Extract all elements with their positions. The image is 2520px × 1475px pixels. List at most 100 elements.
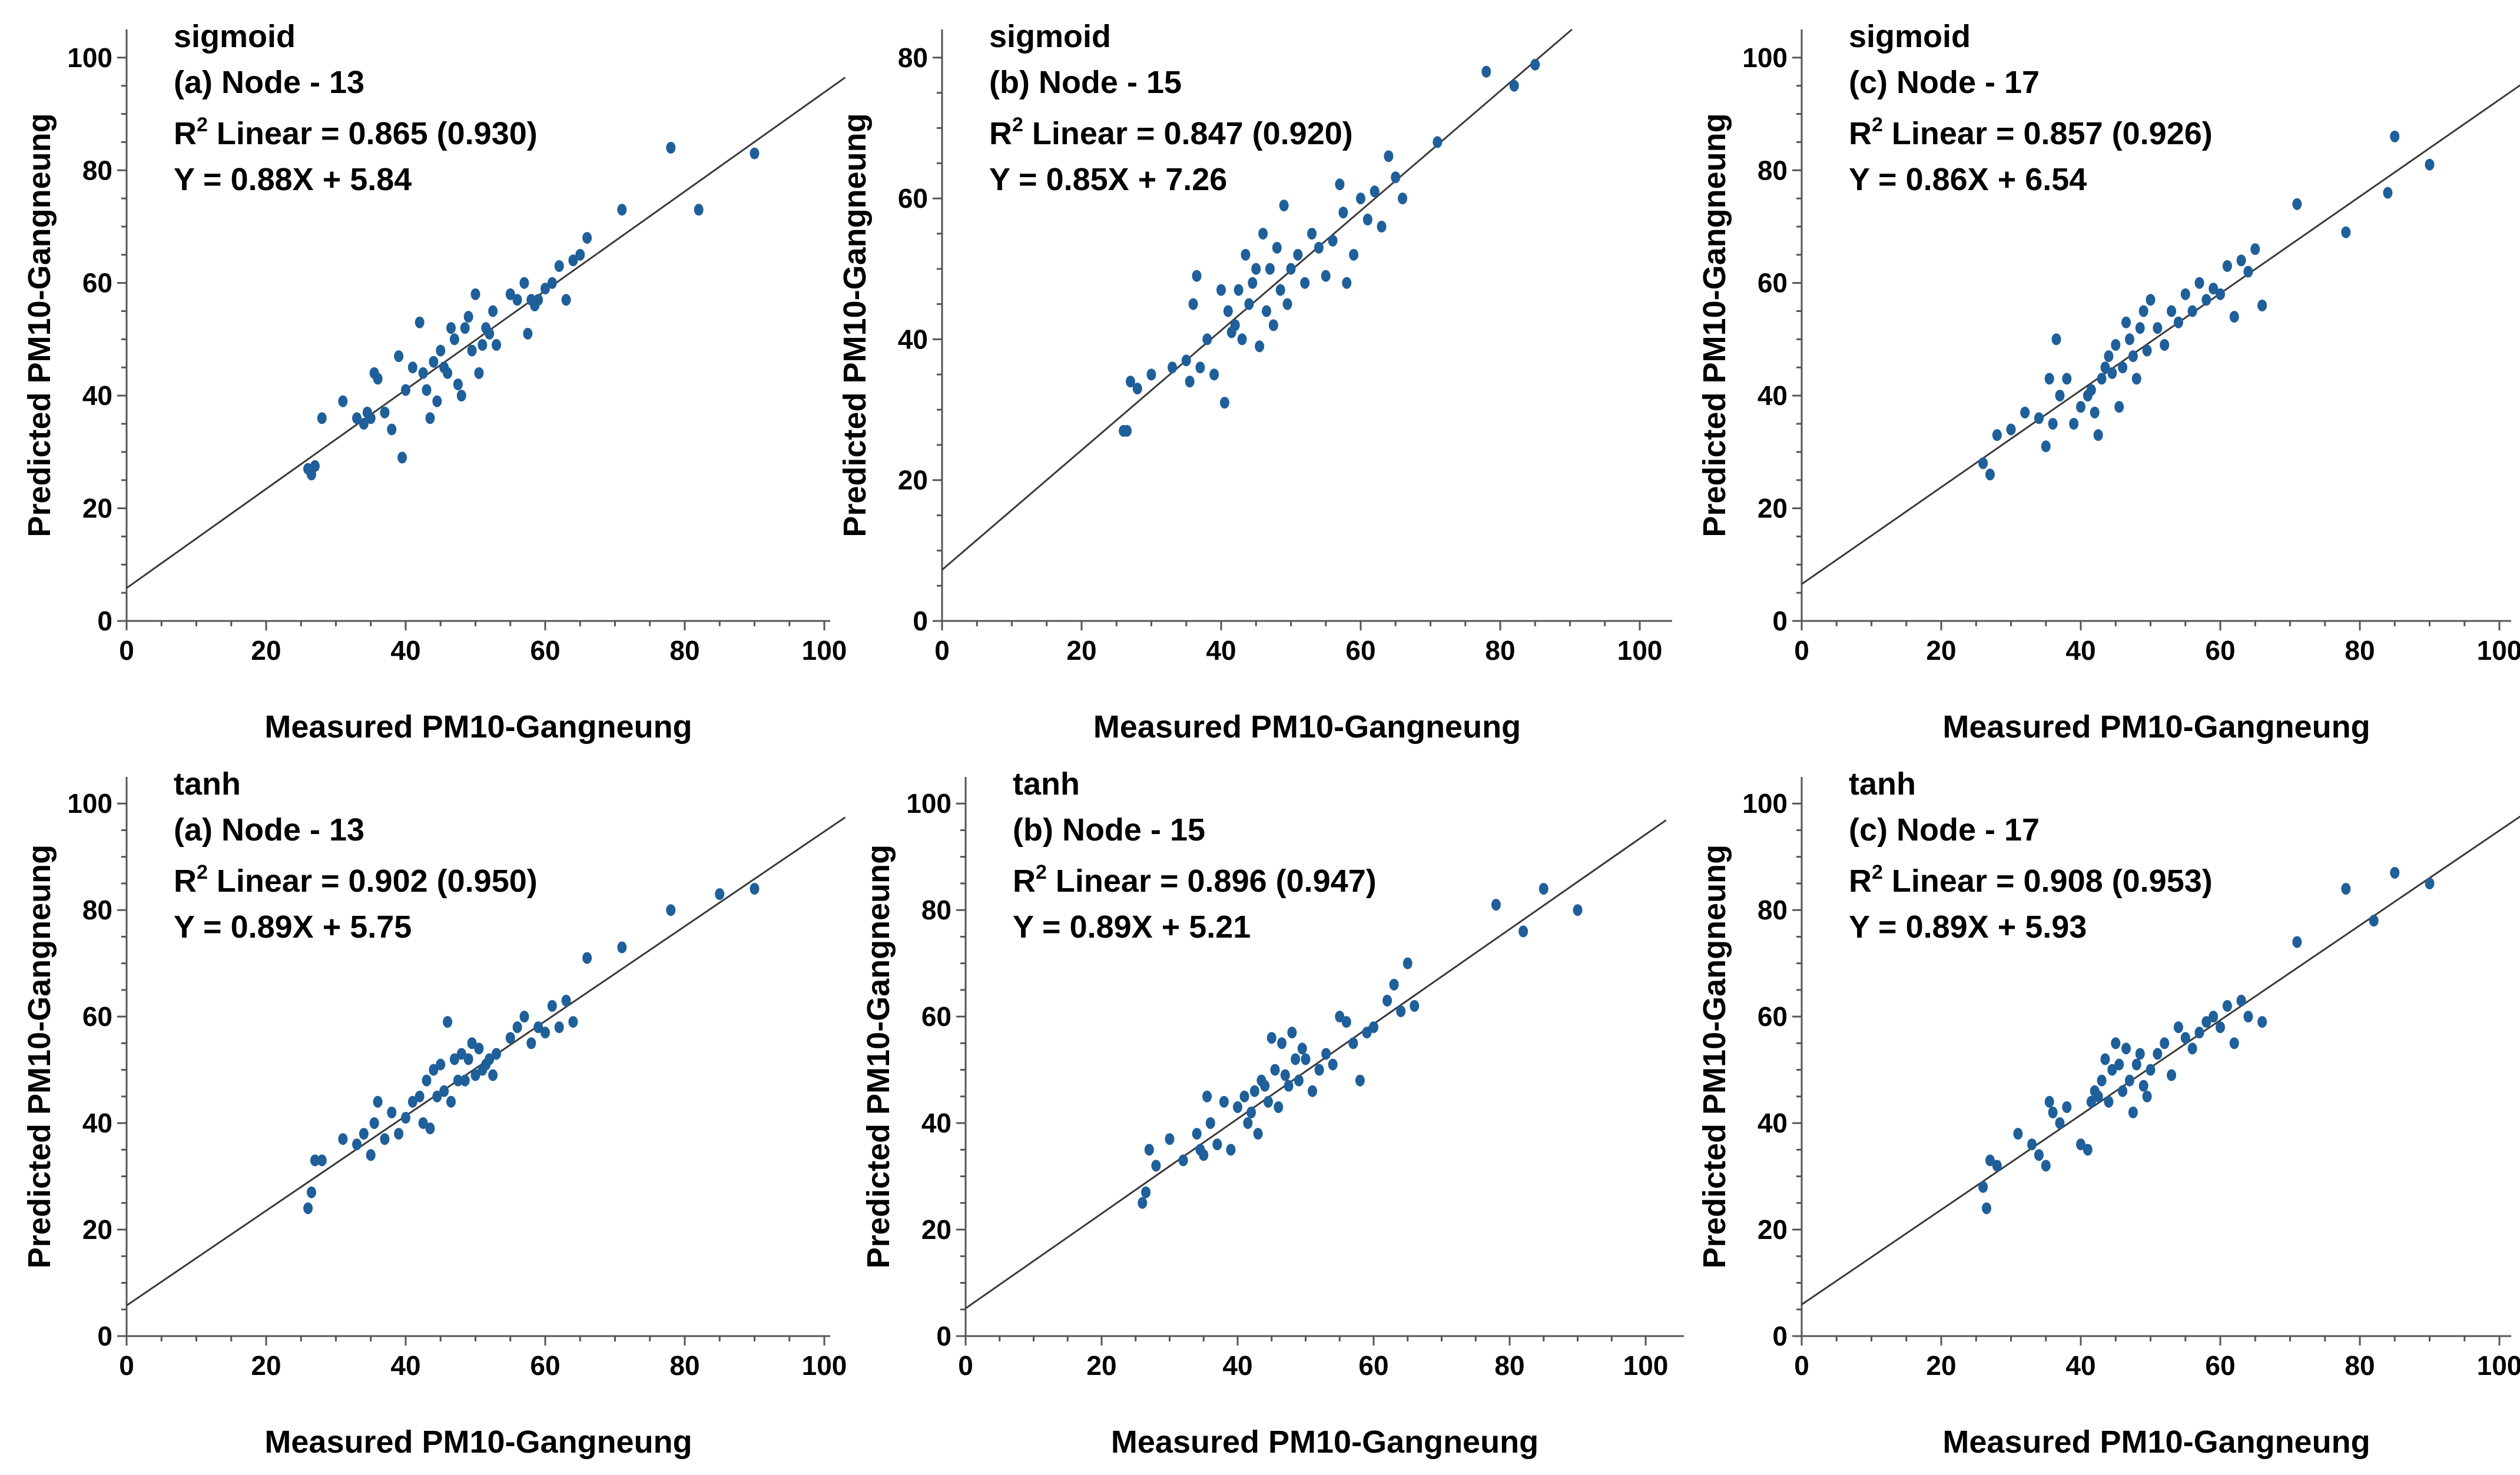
- data-point: [429, 1064, 439, 1076]
- data-point: [1389, 978, 1399, 991]
- data-point: [617, 204, 627, 216]
- data-point: [2383, 187, 2393, 199]
- data-point: [2086, 384, 2096, 396]
- x-tick-label: 60: [1358, 1350, 1388, 1381]
- data-point: [453, 378, 463, 390]
- data-point: [1216, 284, 1226, 296]
- activation-label: sigmoid: [174, 19, 296, 54]
- data-point: [2216, 1021, 2225, 1034]
- data-point: [523, 327, 533, 340]
- scatter-panel-3: 0 20 40 60 80 100 0 20 40 60 80 100 Measured PM10-Ga…: [1697, 19, 2520, 745]
- data-point: [1349, 248, 1359, 261]
- data-point: [456, 390, 466, 402]
- panel-label: (a) Node - 13: [174, 812, 364, 848]
- r-squared-label: R2 Linear = 0.857 (0.926): [1849, 114, 2213, 151]
- data-point: [485, 327, 495, 340]
- data-point: [1272, 241, 1282, 254]
- data-point: [2062, 1101, 2072, 1113]
- data-point: [1258, 227, 1268, 240]
- y-tick-label: 20: [898, 465, 928, 496]
- scatter-panel-1: 0 20 40 60 80 100 0 20 40 60 80 100 Measured PM10-Ga…: [22, 19, 847, 745]
- y-tick-label: 60: [1758, 268, 1788, 298]
- data-point: [1362, 214, 1372, 226]
- data-point: [1249, 1085, 1259, 1097]
- data-point: [2086, 1095, 2096, 1108]
- data-point: [1255, 340, 1265, 353]
- data-point: [1509, 79, 1519, 92]
- data-point: [467, 344, 477, 357]
- regression-equation: Y = 0.89X + 5.93: [1849, 909, 2087, 945]
- r-squared-label: R2 Linear = 0.847 (0.920): [989, 114, 1353, 151]
- data-point: [2201, 1016, 2211, 1028]
- data-point: [1274, 1101, 1284, 1113]
- data-point: [407, 1095, 417, 1108]
- data-point: [422, 384, 432, 396]
- data-point: [2425, 158, 2435, 171]
- data-point: [1265, 263, 1275, 275]
- scatter-panel-6: 0 20 40 60 80 100 0 20 40 60 80 100 Measured PM10-Ga…: [1697, 766, 2520, 1460]
- data-point: [2055, 1117, 2065, 1129]
- data-point: [533, 294, 543, 306]
- data-point: [2006, 423, 2016, 436]
- data-point: [492, 339, 502, 351]
- data-point: [415, 316, 425, 328]
- x-axis-title: Measured PM10-Gangneung: [1942, 709, 2370, 745]
- x-tick-label: 40: [1222, 1350, 1252, 1381]
- data-point: [1308, 1085, 1318, 1097]
- data-point: [2222, 1000, 2232, 1012]
- x-axis-title: Measured PM10-Gangneung: [1111, 1424, 1538, 1460]
- data-point: [715, 888, 725, 901]
- data-point: [2209, 1011, 2219, 1023]
- x-tick-label: 0: [119, 1350, 134, 1381]
- data-point: [1185, 376, 1195, 388]
- x-tick-label: 0: [958, 1350, 973, 1381]
- y-tick-label: 100: [67, 788, 112, 819]
- y-tick-label: 20: [82, 1214, 112, 1245]
- data-point: [541, 1026, 550, 1039]
- data-point: [2034, 1149, 2044, 1161]
- data-point: [1978, 457, 1988, 469]
- data-point: [1181, 354, 1191, 367]
- data-point: [519, 1011, 529, 1023]
- data-point: [2097, 1074, 2107, 1087]
- panel-label: (c) Node - 17: [1849, 65, 2040, 100]
- data-point: [1260, 1079, 1270, 1092]
- data-point: [575, 248, 585, 261]
- data-point: [1985, 469, 1995, 481]
- data-point: [2055, 390, 2065, 402]
- data-point: [1199, 1149, 1209, 1161]
- data-point: [456, 1048, 466, 1060]
- data-point: [394, 350, 404, 363]
- data-point: [2128, 350, 2138, 363]
- data-point: [1391, 171, 1401, 184]
- data-point: [2146, 294, 2156, 306]
- r-squared-label: R2 Linear = 0.902 (0.950): [174, 861, 538, 899]
- data-point: [2187, 1042, 2197, 1055]
- x-tick-label: 100: [1623, 1350, 1669, 1381]
- data-point: [1277, 1037, 1287, 1049]
- data-point: [1141, 1186, 1151, 1198]
- data-point: [2107, 367, 2117, 379]
- y-tick-label: 60: [82, 1001, 112, 1032]
- data-point: [373, 373, 383, 385]
- data-point: [1291, 1053, 1301, 1065]
- data-point: [568, 254, 578, 267]
- data-point: [2138, 305, 2148, 317]
- data-point: [1338, 207, 1348, 219]
- data-point: [443, 1016, 453, 1028]
- data-point: [1243, 1117, 1253, 1129]
- data-point: [533, 1021, 543, 1034]
- data-point: [1978, 1181, 1988, 1193]
- fit-line: [1801, 815, 2520, 1305]
- data-point: [2100, 1053, 2110, 1065]
- data-point: [2135, 322, 2145, 334]
- data-point: [467, 1037, 477, 1049]
- data-point: [387, 423, 397, 436]
- x-tick-label: 0: [1794, 635, 1809, 666]
- data-point: [554, 260, 564, 272]
- data-point: [2167, 1069, 2177, 1081]
- x-axis-title: Measured PM10-Gangneung: [264, 1424, 692, 1460]
- data-point: [1246, 1107, 1256, 1118]
- data-point: [2020, 406, 2030, 418]
- data-point: [1202, 333, 1212, 346]
